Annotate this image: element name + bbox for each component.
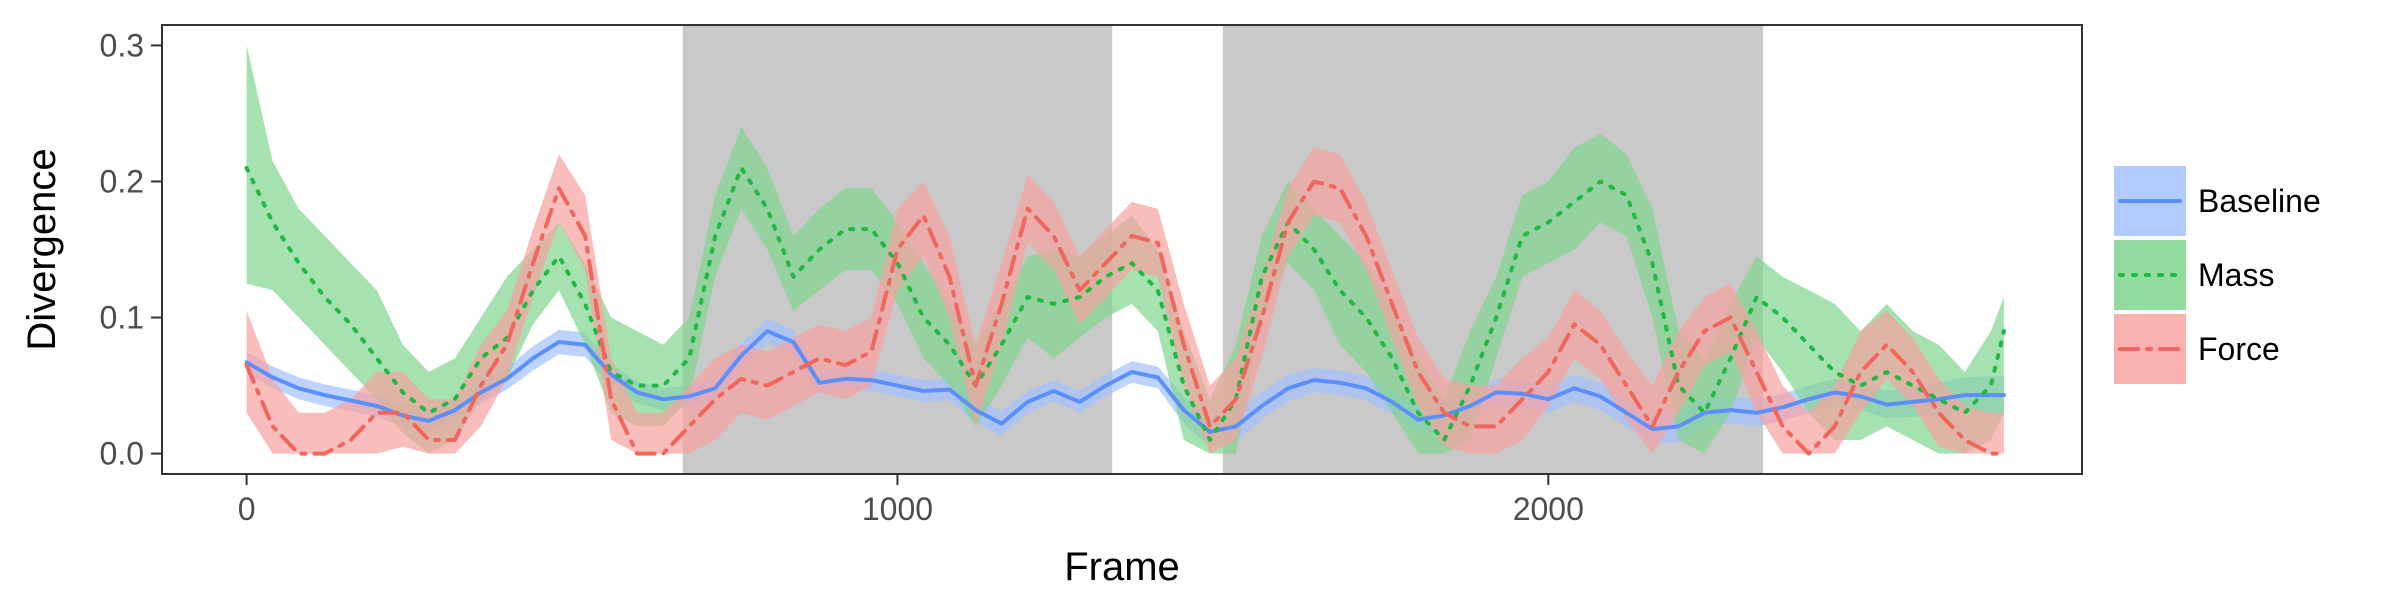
plot-border <box>161 24 2083 475</box>
band-baseline <box>246 318 2004 447</box>
confidence-bands <box>246 45 2004 454</box>
legend-label-baseline: Baseline <box>2198 183 2321 219</box>
x-tick-label: 1000 <box>862 491 933 527</box>
line-baseline <box>244 329 2006 434</box>
band-force <box>246 147 2004 454</box>
x-tick-label: 2000 <box>1513 491 1584 527</box>
y-tick-label: 0.0 <box>100 436 144 472</box>
legend-label-force: Force <box>2198 331 2280 367</box>
series-lines <box>244 165 2006 456</box>
legend-label-mass: Mass <box>2198 257 2274 293</box>
y-tick-label: 0.1 <box>100 300 144 336</box>
x-axis: 0 1000 2000 <box>238 474 1584 527</box>
line-mass <box>244 165 2006 442</box>
y-tick-label: 0.3 <box>100 27 144 63</box>
line-force <box>244 179 2006 456</box>
y-axis-label: Divergence <box>20 148 64 350</box>
y-tick-label: 0.2 <box>100 163 144 199</box>
x-axis-label: Frame <box>1064 545 1180 589</box>
y-axis: 0.0 0.1 0.2 0.3 <box>100 27 162 472</box>
legend: Baseline Mass Force <box>2114 166 2321 384</box>
x-tick-label: 0 <box>238 491 256 527</box>
